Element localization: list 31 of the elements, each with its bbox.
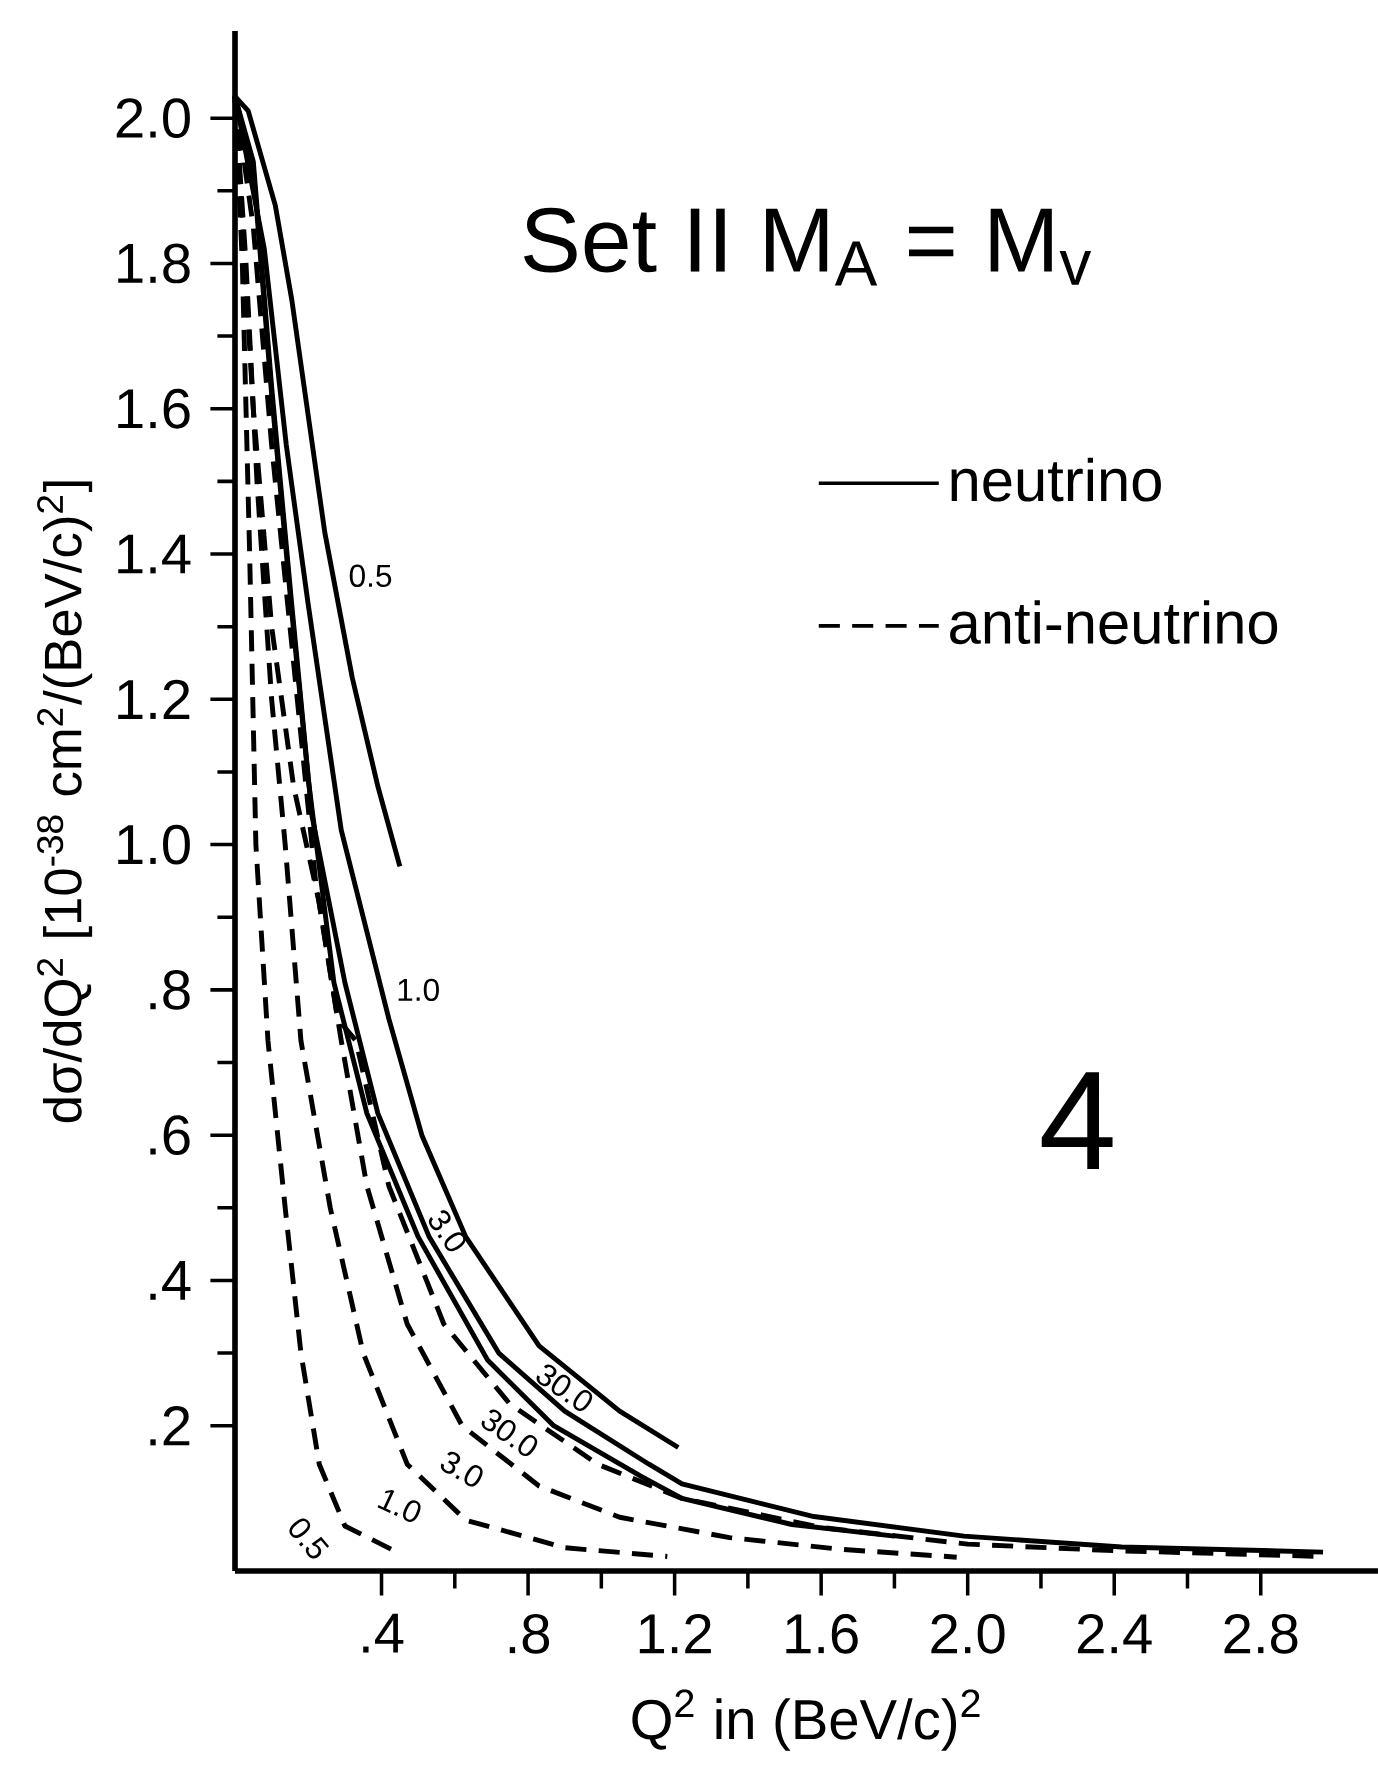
y-tick-label: 1.6	[118, 388, 190, 429]
annotation: 1.0	[377, 1489, 421, 1523]
y-tick-label: .4	[150, 1261, 191, 1300]
x-tick-label: 2.8	[1224, 1613, 1298, 1654]
annotation: 4	[1041, 1072, 1113, 1169]
x-tick-label: 1.2	[639, 1613, 711, 1654]
y-tick-label: 1.2	[118, 679, 190, 719]
x-tick-label: 2.4	[1077, 1613, 1152, 1654]
text: dσ/dQ$^{2}$ [10$^{-38}$ cm$^{2}$/(BeV/c)$^{2}$]	[37, 481, 93, 1123]
y-tick-label: 1.4	[118, 534, 191, 574]
annotation: 0.5	[289, 1518, 330, 1559]
y-tick-label: .2	[150, 1406, 190, 1446]
y-tick-label: 1.0	[118, 824, 190, 865]
x-tick-label: 1.6	[786, 1613, 858, 1654]
y-tick-label: .6	[150, 1115, 190, 1156]
legend-label: anti-neutrino	[950, 600, 1278, 645]
legend-label: neutrino	[951, 457, 1161, 502]
y-tick-label: 1.8	[118, 243, 190, 284]
y-tick-label: 2.0	[116, 98, 190, 139]
annotation: 30.0	[536, 1364, 593, 1412]
annotation: 30.0	[481, 1409, 538, 1457]
x-tick-label: 2.0	[931, 1613, 1005, 1654]
annotation: 3.0	[428, 1210, 466, 1252]
x-tick-label: .8	[509, 1613, 550, 1654]
x-tick-label: .4	[363, 1613, 404, 1653]
annotation: 1.0	[398, 978, 439, 1002]
text: Set II M$_{A}$ = M$_{v}$	[524, 207, 1092, 286]
annotation: 0.5	[349, 564, 392, 588]
x-axis-title: Q$^{2}$ in (BeV/c)$^{2}$	[632, 1689, 980, 1751]
annotation: 3.0	[440, 1451, 483, 1487]
y-tick-label: .8	[150, 969, 190, 1010]
